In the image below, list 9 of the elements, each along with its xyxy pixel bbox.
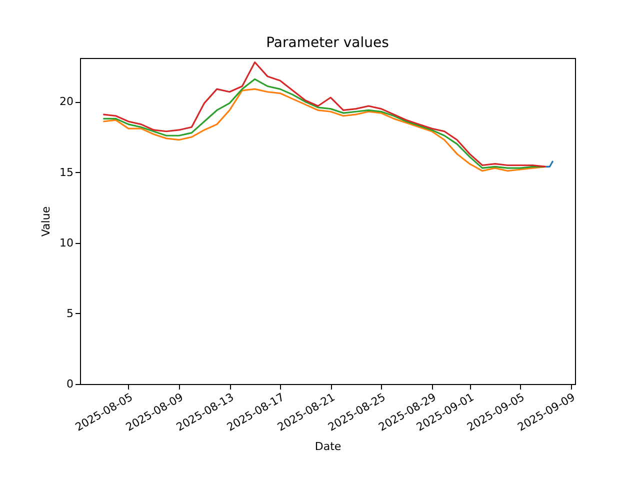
x-axis-title: Date — [314, 440, 342, 453]
y-tick-label: 5 — [66, 306, 74, 320]
y-tick-label: 15 — [60, 166, 74, 179]
chart-title: Parameter values — [266, 35, 389, 51]
y-axis-title: Value — [40, 206, 53, 237]
line-series — [102, 61, 546, 168]
y-tick-label: 10 — [60, 236, 74, 250]
y-tick-label: 20 — [60, 95, 74, 108]
y-tick-label: 0 — [66, 378, 74, 390]
